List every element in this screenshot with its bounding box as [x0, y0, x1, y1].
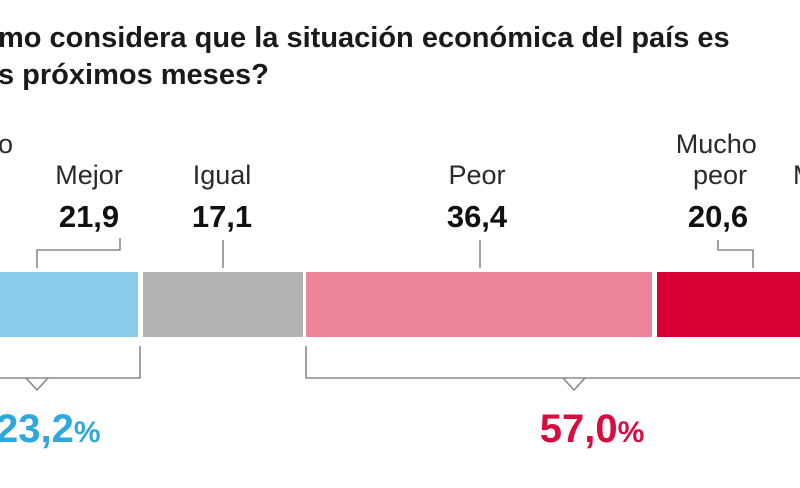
category-label-igual: Igual	[193, 160, 252, 190]
total-positive-value: 23,2	[0, 407, 74, 451]
value-label-igual: 17,1	[192, 199, 252, 234]
category-label-mejor: Mejor	[55, 160, 123, 190]
bracket-positive	[0, 346, 141, 379]
category-label-mucho-peor: Mucho peor	[676, 129, 765, 190]
category-label-mucho-peor-2: M	[793, 160, 800, 190]
segment-mucho-peor	[657, 272, 800, 337]
category-label-mucho-peor-line1: Mucho	[676, 129, 757, 159]
category-label-peor: Peor	[448, 160, 505, 190]
segment-igual	[143, 272, 303, 337]
category-label-mucho-mejor: o	[0, 129, 13, 159]
chart-title: mo considera que la situación económica …	[0, 22, 730, 91]
total-positive-unit: %	[74, 416, 101, 449]
total-negative-unit: %	[618, 416, 645, 449]
leader-mucho-peor	[717, 240, 754, 268]
total-positive: 23,2%	[0, 407, 101, 451]
total-negative: 57,0%	[540, 407, 645, 451]
bracket-negative-tip	[562, 377, 586, 392]
total-negative-value: 57,0	[540, 407, 618, 451]
bracket-positive-tip	[25, 377, 49, 392]
value-label-mucho-peor: 20,6	[688, 199, 748, 234]
segment-mucho-mejor	[0, 272, 138, 337]
value-label-mejor: 21,9	[59, 199, 119, 234]
leader-mejor	[36, 238, 121, 268]
value-label-peor: 36,4	[447, 199, 508, 234]
segment-peor	[306, 272, 652, 337]
bracket-negative	[305, 346, 800, 379]
category-label-mucho-peor-line2: peor	[693, 160, 747, 190]
